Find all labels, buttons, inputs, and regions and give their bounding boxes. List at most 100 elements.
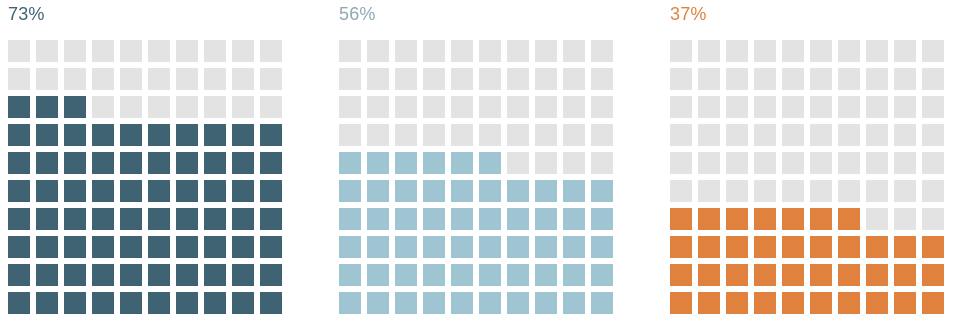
waffle-cell-empty	[866, 208, 888, 230]
waffle-cell-filled	[894, 292, 916, 314]
waffle-cell-empty	[591, 124, 613, 146]
waffle-cell-filled	[204, 292, 226, 314]
waffle-cell-filled	[451, 208, 473, 230]
waffle-cell-empty	[591, 152, 613, 174]
waffle-cell-empty	[451, 40, 473, 62]
waffle-cell-filled	[479, 208, 501, 230]
waffle-cell-filled	[260, 208, 282, 230]
waffle-cell-filled	[36, 208, 58, 230]
waffle-cell-empty	[479, 68, 501, 90]
waffle-cell-filled	[260, 292, 282, 314]
waffle-cell-empty	[204, 68, 226, 90]
waffle-cell-filled	[92, 236, 114, 258]
waffle-cell-empty	[563, 68, 585, 90]
waffle-cell-filled	[232, 264, 254, 286]
waffle-cell-empty	[866, 124, 888, 146]
waffle-cell-filled	[451, 180, 473, 202]
waffle-cell-filled	[339, 208, 361, 230]
waffle-cell-empty	[894, 96, 916, 118]
waffle-cell-filled	[8, 236, 30, 258]
waffle-cell-empty	[339, 124, 361, 146]
waffle-cell-empty	[754, 96, 776, 118]
waffle-cell-empty	[670, 68, 692, 90]
waffle-cell-empty	[451, 96, 473, 118]
waffle-cell-filled	[451, 152, 473, 174]
waffle-cell-filled	[670, 292, 692, 314]
waffle-cell-filled	[232, 124, 254, 146]
waffle-cell-empty	[698, 124, 720, 146]
waffle-cell-empty	[339, 96, 361, 118]
waffle-cell-filled	[395, 264, 417, 286]
waffle-cell-filled	[726, 264, 748, 286]
waffle-cell-filled	[176, 208, 198, 230]
waffle-cell-empty	[726, 96, 748, 118]
waffle-cell-empty	[782, 40, 804, 62]
waffle-cell-filled	[395, 180, 417, 202]
waffle-cell-empty	[922, 40, 944, 62]
waffle-cell-filled	[64, 208, 86, 230]
waffle-cell-filled	[204, 180, 226, 202]
waffle-cell-filled	[367, 180, 389, 202]
waffle-cell-filled	[120, 292, 142, 314]
waffle-label: 56%	[339, 4, 376, 24]
waffle-cell-filled	[591, 292, 613, 314]
waffle-cell-empty	[232, 68, 254, 90]
waffle-cell-filled	[810, 236, 832, 258]
waffle-cell-filled	[754, 208, 776, 230]
waffle-cell-empty	[339, 68, 361, 90]
waffle-cell-empty	[8, 40, 30, 62]
waffle-cell-filled	[810, 264, 832, 286]
waffle-cell-filled	[894, 236, 916, 258]
waffle-cell-filled	[423, 264, 445, 286]
waffle-cell-empty	[451, 124, 473, 146]
waffle-cell-filled	[395, 152, 417, 174]
waffle-grid	[8, 40, 286, 324]
waffle-cell-empty	[698, 68, 720, 90]
waffle-cell-empty	[120, 40, 142, 62]
waffle-cell-filled	[8, 292, 30, 314]
waffle-chart-1: 73%	[8, 0, 286, 324]
waffle-cell-filled	[782, 236, 804, 258]
waffle-chart-2: 56%	[339, 0, 617, 324]
waffle-cell-empty	[698, 180, 720, 202]
waffle-cell-filled	[204, 208, 226, 230]
waffle-cell-filled	[260, 180, 282, 202]
waffle-cell-filled	[339, 264, 361, 286]
waffle-cell-empty	[754, 68, 776, 90]
waffle-cell-filled	[8, 96, 30, 118]
waffle-cell-empty	[726, 180, 748, 202]
waffle-cell-filled	[754, 236, 776, 258]
waffle-label: 73%	[8, 4, 45, 24]
waffle-cell-filled	[423, 152, 445, 174]
waffle-cell-empty	[563, 40, 585, 62]
waffle-cell-filled	[120, 208, 142, 230]
waffle-cell-empty	[782, 124, 804, 146]
waffle-cell-filled	[120, 124, 142, 146]
waffle-cell-empty	[36, 68, 58, 90]
waffle-cell-filled	[922, 264, 944, 286]
waffle-cell-filled	[232, 236, 254, 258]
waffle-cell-empty	[698, 40, 720, 62]
waffle-cell-filled	[670, 208, 692, 230]
waffle-cell-filled	[148, 236, 170, 258]
waffle-cell-empty	[894, 180, 916, 202]
waffle-cell-filled	[479, 152, 501, 174]
waffle-cell-empty	[507, 124, 529, 146]
waffle-cell-empty	[782, 96, 804, 118]
waffle-cell-filled	[698, 264, 720, 286]
waffle-cell-filled	[866, 264, 888, 286]
waffle-cell-filled	[64, 152, 86, 174]
waffle-cell-filled	[838, 236, 860, 258]
waffle-cell-empty	[507, 152, 529, 174]
waffle-cell-filled	[535, 180, 557, 202]
waffle-cell-empty	[922, 124, 944, 146]
waffle-cell-empty	[260, 96, 282, 118]
waffle-cell-empty	[754, 152, 776, 174]
waffle-cell-empty	[563, 124, 585, 146]
waffle-cell-filled	[451, 292, 473, 314]
waffle-cell-empty	[894, 208, 916, 230]
waffle-cell-empty	[838, 96, 860, 118]
waffle-grid	[339, 40, 617, 324]
waffle-cell-empty	[894, 152, 916, 174]
waffle-cell-filled	[451, 264, 473, 286]
